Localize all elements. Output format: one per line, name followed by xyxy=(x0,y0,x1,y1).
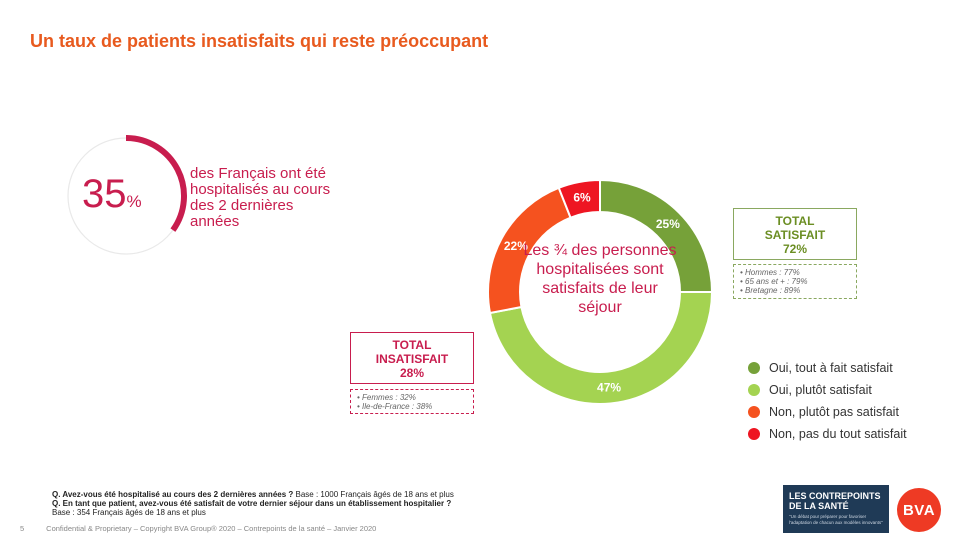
chart-legend: Oui, tout à fait satisfait Oui, plutôt s… xyxy=(748,357,907,445)
contrepoints-logo: LES CONTREPOINTS DE LA SANTÉ "Un débat p… xyxy=(783,485,889,533)
total-insatisfait-label-2: INSATISFAIT xyxy=(375,352,449,366)
total-insatisfait-label-1: TOTAL xyxy=(392,338,432,352)
total-satisfait-box: TOTAL SATISFAIT 72% xyxy=(733,208,857,260)
kpi-value: 35% xyxy=(82,172,162,224)
bva-logo: BVA xyxy=(897,488,941,532)
detail-item: • Femmes : 32% xyxy=(357,393,416,402)
page-number: 5 xyxy=(20,524,25,533)
kpi-unit: % xyxy=(126,192,142,211)
legend-item: Non, plutôt pas satisfait xyxy=(748,401,907,423)
donut-data-label: 25% xyxy=(656,217,680,231)
total-satisfait-details: • Hommes : 77% • 65 ans et + : 79% • Bre… xyxy=(733,264,857,299)
total-insatisfait-box: TOTAL INSATISFAIT 28% xyxy=(350,332,474,384)
kpi-ring-arc xyxy=(125,135,187,232)
question-2-base: Base : 354 Français âgés de 18 ans et pl… xyxy=(52,508,206,517)
total-satisfait-value: 72% xyxy=(782,242,808,256)
question-2: Q. En tant que patient, avez-vous été sa… xyxy=(52,499,452,508)
kpi-ring xyxy=(67,135,187,255)
detail-item: • Hommes : 77% xyxy=(740,268,800,277)
legend-swatch xyxy=(748,384,760,396)
satisfaction-donut-chart: 25% 47% 22% 6% xyxy=(487,178,714,405)
survey-questions: Q. Avez-vous été hospitalisé au cours de… xyxy=(52,490,454,517)
total-satisfait-label-1: TOTAL xyxy=(775,214,815,228)
donut-center-text: Les ¾ des personnes hospitalisées sont s… xyxy=(523,242,677,316)
detail-item: • Ile-de-France : 38% xyxy=(357,402,433,411)
donut-slice xyxy=(557,178,601,219)
kpi-description: des Français ont été hospitalisés au cou… xyxy=(190,165,331,230)
legend-swatch xyxy=(748,362,760,374)
legend-item: Non, pas du tout satisfait xyxy=(748,423,907,445)
footer: 5 Confidential & Proprietary – Copyright … xyxy=(20,524,376,533)
page-title: Un taux de patients insatisfaits qui res… xyxy=(30,31,489,51)
donut-data-label: 22% xyxy=(504,239,528,253)
detail-item: • 65 ans et + : 79% xyxy=(740,277,808,286)
legend-label: Oui, tout à fait satisfait xyxy=(769,361,893,375)
legend-label: Oui, plutôt satisfait xyxy=(769,383,872,397)
total-insatisfait-value: 28% xyxy=(399,366,425,380)
donut-data-label: 47% xyxy=(597,381,621,395)
legend-label: Non, pas du tout satisfait xyxy=(769,427,907,441)
question-1: Q. Avez-vous été hospitalisé au cours de… xyxy=(52,490,454,499)
donut-slice xyxy=(488,291,714,405)
legend-swatch xyxy=(748,428,760,440)
copyright-text: Confidential & Proprietary – Copyright B… xyxy=(46,524,377,533)
kpi-number: 35 xyxy=(82,172,127,216)
donut-data-label: 6% xyxy=(573,191,591,205)
total-satisfait-label-2: SATISFAIT xyxy=(764,228,826,242)
legend-swatch xyxy=(748,406,760,418)
legend-item: Oui, plutôt satisfait xyxy=(748,379,907,401)
detail-item: • Bretagne : 89% xyxy=(740,286,801,295)
legend-label: Non, plutôt pas satisfait xyxy=(769,405,899,419)
legend-item: Oui, tout à fait satisfait xyxy=(748,357,907,379)
total-insatisfait-details: • Femmes : 32% • Ile-de-France : 38% xyxy=(350,389,474,414)
